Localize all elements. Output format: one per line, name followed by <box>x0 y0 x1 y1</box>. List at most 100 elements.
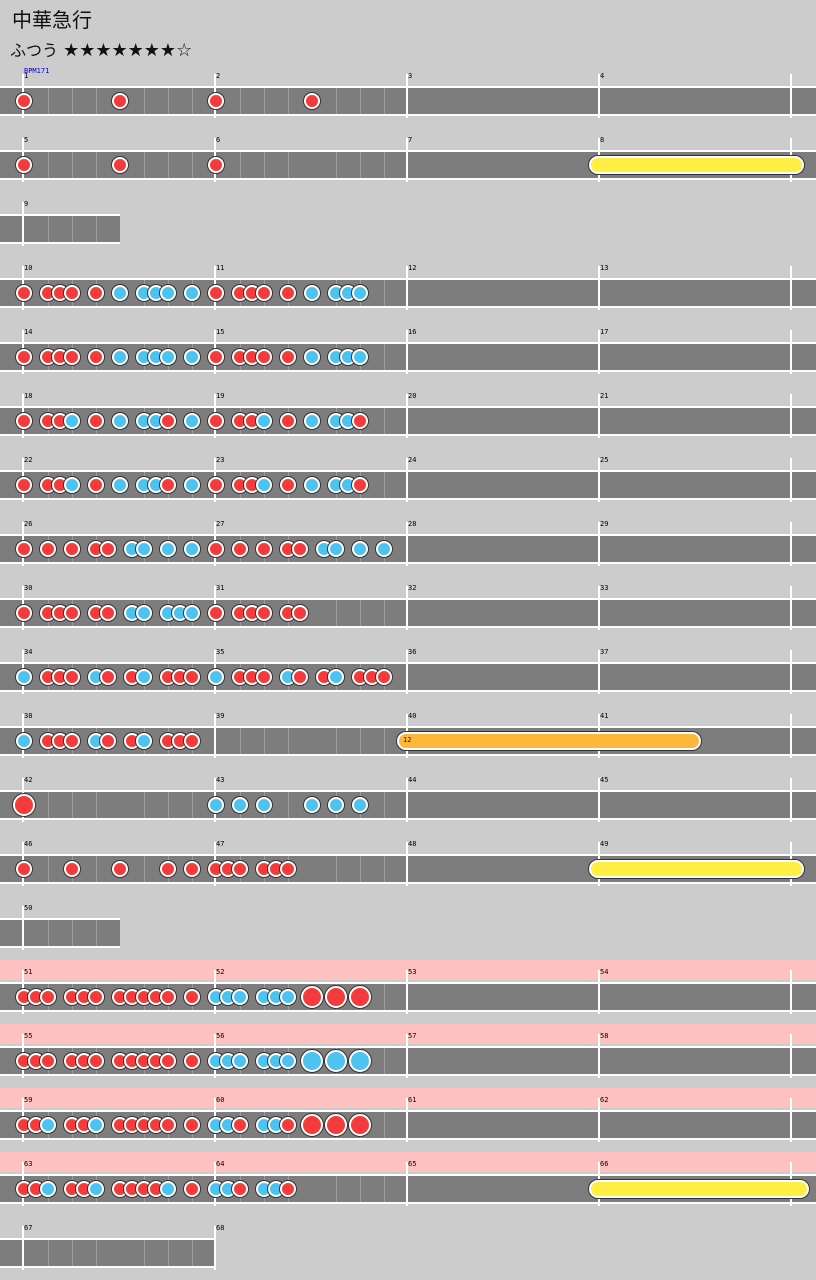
measure-number: 9 <box>24 200 29 208</box>
big-ka-note <box>349 1050 371 1072</box>
bar-line <box>598 266 600 310</box>
big-ka-note <box>325 1050 347 1072</box>
don-note <box>352 413 368 429</box>
bar-line <box>790 394 792 438</box>
don-note <box>16 157 32 173</box>
measure-number: 18 <box>24 392 33 400</box>
ka-note <box>352 285 368 301</box>
drumroll-note <box>589 156 805 174</box>
don-note <box>232 541 248 557</box>
measure-number: 67 <box>24 1224 33 1232</box>
bar-line <box>790 1034 792 1078</box>
bar-line <box>406 138 408 182</box>
ka-note <box>184 349 200 365</box>
don-note <box>40 1053 56 1069</box>
measure-number: 46 <box>24 840 33 848</box>
measure-number: 25 <box>600 456 609 464</box>
measure-number: 37 <box>600 648 609 656</box>
ka-note <box>304 285 320 301</box>
don-note <box>160 1117 176 1133</box>
bar-line <box>790 650 792 694</box>
beat-line <box>168 88 169 114</box>
ka-note <box>376 541 392 557</box>
don-note <box>88 1053 104 1069</box>
don-note <box>160 413 176 429</box>
beat-line <box>360 88 361 114</box>
measure-number: 42 <box>24 776 33 784</box>
measure-number: 32 <box>408 584 417 592</box>
beat-line <box>336 728 337 754</box>
measure-number: 63 <box>24 1160 33 1168</box>
don-note <box>64 669 80 685</box>
don-note <box>280 1117 296 1133</box>
ka-note <box>280 1053 296 1069</box>
measure-number: 57 <box>408 1032 417 1040</box>
don-note <box>232 1181 248 1197</box>
chart-row: 10 11 12 13 <box>0 256 816 320</box>
ka-note <box>160 349 176 365</box>
measure-number: 13 <box>600 264 609 272</box>
bar-line <box>790 330 792 374</box>
measure-number: 58 <box>600 1032 609 1040</box>
don-note <box>184 861 200 877</box>
don-note <box>184 1181 200 1197</box>
measure-number: 27 <box>216 520 225 528</box>
don-note <box>16 93 32 109</box>
ka-note <box>184 413 200 429</box>
balloon-note <box>397 732 701 750</box>
beat-line <box>384 1048 385 1074</box>
measure-number: 68 <box>216 1224 225 1232</box>
ka-note <box>280 989 296 1005</box>
ka-note <box>232 989 248 1005</box>
don-note <box>184 989 200 1005</box>
measure-number: 15 <box>216 328 225 336</box>
don-note <box>16 413 32 429</box>
beat-line <box>360 728 361 754</box>
beat-line <box>144 152 145 178</box>
ka-note <box>184 541 200 557</box>
measure-number: 34 <box>24 648 33 656</box>
ka-note <box>136 541 152 557</box>
bar-line <box>598 522 600 566</box>
ka-note <box>184 285 200 301</box>
don-note <box>16 477 32 493</box>
note-lane <box>0 214 120 244</box>
don-note <box>280 413 296 429</box>
beat-line <box>384 472 385 498</box>
bar-line <box>406 74 408 118</box>
beat-line <box>192 1240 193 1266</box>
measure-number: 3 <box>408 72 413 80</box>
beat-line <box>336 1176 337 1202</box>
measure-number: 8 <box>600 136 605 144</box>
beat-line <box>384 600 385 626</box>
gogo-band <box>0 1152 816 1172</box>
beat-line <box>72 88 73 114</box>
measure-number: 28 <box>408 520 417 528</box>
chart-row: 22 23 24 25 <box>0 448 816 512</box>
bar-line <box>790 74 792 118</box>
measure-number: 41 <box>600 712 609 720</box>
don-note <box>280 861 296 877</box>
measure-number: 4 <box>600 72 605 80</box>
don-note <box>16 349 32 365</box>
beat-line <box>96 88 97 114</box>
chart-row: 63 64 65 66 <box>0 1152 816 1216</box>
ka-note <box>160 1181 176 1197</box>
note-lane <box>0 86 816 116</box>
beat-line <box>72 152 73 178</box>
measure-number: 53 <box>408 968 417 976</box>
measure-number: 64 <box>216 1160 225 1168</box>
bar-line <box>790 586 792 630</box>
don-note <box>208 93 224 109</box>
measure-number: 1 <box>24 72 29 80</box>
ka-note <box>184 477 200 493</box>
don-note <box>112 157 128 173</box>
beat-line <box>264 152 265 178</box>
gogo-band <box>0 960 816 980</box>
chart-row: 9 <box>0 192 816 256</box>
measure-number: 36 <box>408 648 417 656</box>
ka-note <box>208 669 224 685</box>
don-note <box>376 669 392 685</box>
don-note <box>160 1053 176 1069</box>
ka-note <box>112 349 128 365</box>
